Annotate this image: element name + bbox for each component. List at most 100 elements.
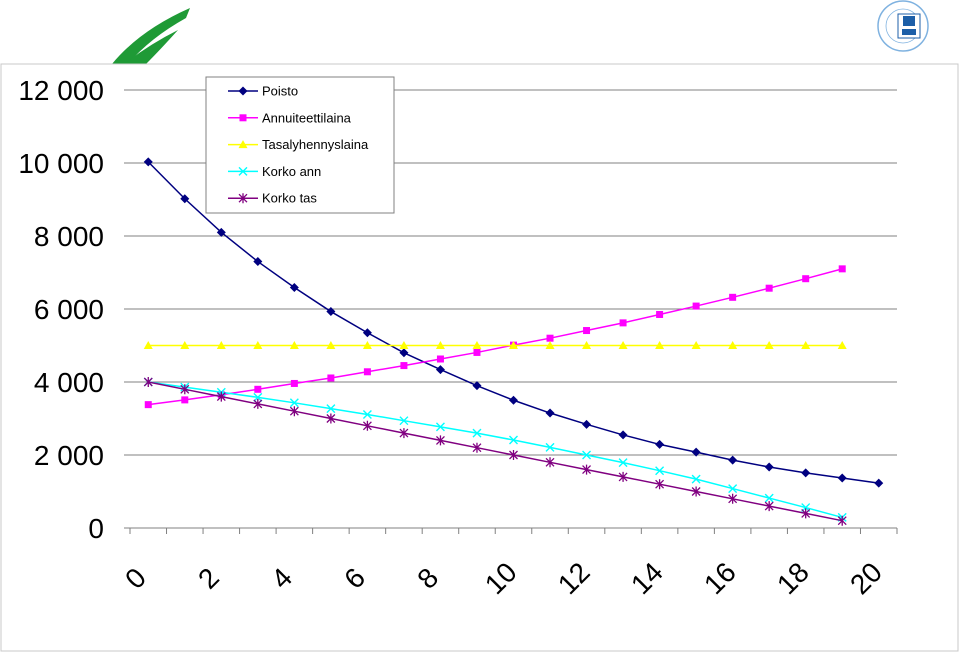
series-tasalyhennyslaina	[143, 341, 847, 349]
data-point-poisto	[472, 381, 482, 391]
x-tick-labels: 0 2 4 6 8 10 12 14 16 18 20	[119, 556, 888, 600]
plot-frame	[0, 63, 959, 652]
data-point-korko-tas	[143, 377, 153, 387]
data-point-korko-ann	[253, 392, 263, 402]
data-point-korko-tas	[837, 515, 847, 526]
series-line-korko-tas	[148, 381, 843, 522]
green-leaf-logo	[112, 8, 190, 64]
data-point-korko-tas	[399, 428, 409, 439]
y-tick-label: 8 000	[34, 221, 104, 252]
data-point-annuiteettilaina	[802, 275, 810, 283]
legend-item-poisto: Poisto	[228, 84, 298, 99]
series-line-korko-ann	[148, 381, 843, 519]
x-tick-label: 8	[411, 562, 444, 595]
data-point-tasalyhennyslaina	[582, 341, 592, 349]
y-tick-label: 6 000	[34, 294, 104, 325]
y-tick-label: 10 000	[18, 148, 104, 179]
data-point-poisto	[180, 194, 190, 204]
data-point-poisto	[618, 430, 628, 440]
data-point-tasalyhennyslaina	[362, 341, 372, 349]
x-tick-label: 10	[479, 556, 523, 600]
data-point-tasalyhennyslaina	[472, 341, 482, 349]
data-point-annuiteettilaina	[363, 368, 371, 376]
data-point-korko-tas	[509, 450, 518, 460]
data-point-tasalyhennyslaina	[728, 341, 738, 349]
series-line-annuiteettilaina	[148, 268, 843, 406]
data-point-poisto	[837, 473, 847, 483]
data-point-poisto	[874, 478, 884, 488]
data-point-korko-tas	[326, 413, 336, 424]
data-point-korko-tas	[362, 420, 372, 431]
x-tick-label: 16	[698, 556, 742, 600]
data-point-korko-tas	[545, 457, 555, 468]
data-point-tasalyhennyslaina	[545, 341, 555, 349]
data-point-tasalyhennyslaina	[289, 341, 299, 349]
data-point-poisto	[509, 395, 518, 405]
data-point-tasalyhennyslaina	[253, 341, 263, 349]
data-point-korko-ann	[326, 404, 336, 414]
data-point-poisto	[582, 419, 592, 429]
data-point-poisto	[143, 157, 153, 167]
data-point-korko-ann	[289, 398, 299, 408]
series-annuiteettilaina	[144, 265, 846, 409]
data-point-annuiteettilaina	[400, 362, 408, 370]
data-point-korko-ann	[618, 458, 628, 468]
data-point-annuiteettilaina	[473, 348, 481, 356]
legend-swatch-marker	[238, 140, 248, 149]
data-point-poisto	[764, 462, 774, 472]
data-point-korko-ann	[764, 493, 774, 503]
data-point-annuiteettilaina	[144, 401, 152, 409]
x-tick-label: 6	[338, 562, 371, 595]
data-point-korko-tas	[582, 464, 592, 475]
data-point-poisto	[545, 408, 555, 418]
data-point-poisto	[728, 455, 738, 465]
data-point-tasalyhennyslaina	[655, 341, 665, 349]
legend-label: Annuiteettilaina	[262, 110, 352, 125]
legend-swatch-marker	[238, 193, 248, 204]
data-point-poisto	[253, 257, 263, 267]
x-tick-label: 20	[844, 556, 888, 600]
data-point-korko-ann	[545, 442, 555, 452]
series-group	[143, 157, 884, 526]
data-point-tasalyhennyslaina	[837, 341, 847, 349]
data-point-korko-ann	[399, 416, 409, 426]
data-point-tasalyhennyslaina	[435, 341, 445, 349]
data-point-annuiteettilaina	[656, 310, 664, 318]
axes	[124, 89, 898, 534]
x-tick-label: 2	[192, 562, 225, 595]
data-point-annuiteettilaina	[765, 284, 773, 292]
legend-label: Poisto	[262, 84, 298, 99]
y-tick-labels: 0 2 000 4 000 6 000 8 000 10 000 12 000	[18, 75, 104, 544]
legend-swatch-marker	[238, 86, 248, 96]
data-point-annuiteettilaina	[327, 374, 335, 382]
x-tick-label: 12	[552, 556, 596, 600]
data-point-korko-tas	[216, 391, 226, 402]
data-point-korko-ann	[472, 428, 482, 438]
data-point-korko-ann	[362, 409, 372, 419]
x-tick-label: 14	[625, 556, 669, 600]
legend-label: Korko tas	[262, 191, 317, 206]
x-tick-label: 0	[119, 562, 152, 595]
data-point-annuiteettilaina	[729, 293, 737, 301]
data-point-annuiteettilaina	[546, 334, 554, 342]
legend-label: Korko ann	[262, 164, 321, 179]
data-point-tasalyhennyslaina	[143, 341, 153, 349]
data-point-korko-tas	[435, 435, 445, 446]
data-point-korko-tas	[180, 384, 190, 395]
y-tick-label: 12 000	[18, 75, 104, 106]
data-point-annuiteettilaina	[838, 265, 846, 273]
data-point-tasalyhennyslaina	[691, 341, 701, 349]
data-point-annuiteettilaina	[290, 379, 298, 387]
data-point-korko-ann	[691, 474, 701, 484]
data-point-poisto	[289, 282, 299, 292]
data-point-tasalyhennyslaina	[801, 341, 811, 349]
legend-item-korko-ann: Korko ann	[228, 164, 321, 179]
data-point-tasalyhennyslaina	[180, 341, 190, 349]
series-korko-tas	[143, 377, 847, 526]
data-point-korko-tas	[253, 398, 263, 409]
data-point-korko-tas	[655, 479, 665, 490]
legend: Poisto Annuiteettilaina Tasalyhennyslaina K…	[205, 76, 395, 214]
y-tick-label: 2 000	[34, 440, 104, 471]
legend-swatch-marker	[238, 166, 248, 176]
